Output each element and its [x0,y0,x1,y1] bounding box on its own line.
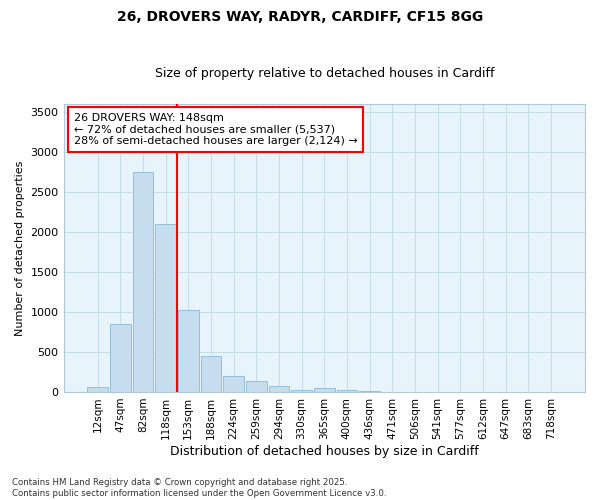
Bar [269,386,289,392]
Bar [178,310,199,392]
Bar [291,390,312,392]
Bar [223,376,244,392]
Title: Size of property relative to detached houses in Cardiff: Size of property relative to detached ho… [155,66,494,80]
Bar [133,172,154,392]
Bar [359,391,380,392]
Bar [110,324,131,392]
Bar [337,390,358,392]
X-axis label: Distribution of detached houses by size in Cardiff: Distribution of detached houses by size … [170,444,479,458]
Bar [155,224,176,392]
Bar [246,381,267,392]
Bar [87,387,108,392]
Text: 26 DROVERS WAY: 148sqm
← 72% of detached houses are smaller (5,537)
28% of semi-: 26 DROVERS WAY: 148sqm ← 72% of detached… [74,113,358,146]
Bar [200,356,221,392]
Text: 26, DROVERS WAY, RADYR, CARDIFF, CF15 8GG: 26, DROVERS WAY, RADYR, CARDIFF, CF15 8G… [117,10,483,24]
Bar [314,388,335,392]
Text: Contains HM Land Registry data © Crown copyright and database right 2025.
Contai: Contains HM Land Registry data © Crown c… [12,478,386,498]
Y-axis label: Number of detached properties: Number of detached properties [15,160,25,336]
